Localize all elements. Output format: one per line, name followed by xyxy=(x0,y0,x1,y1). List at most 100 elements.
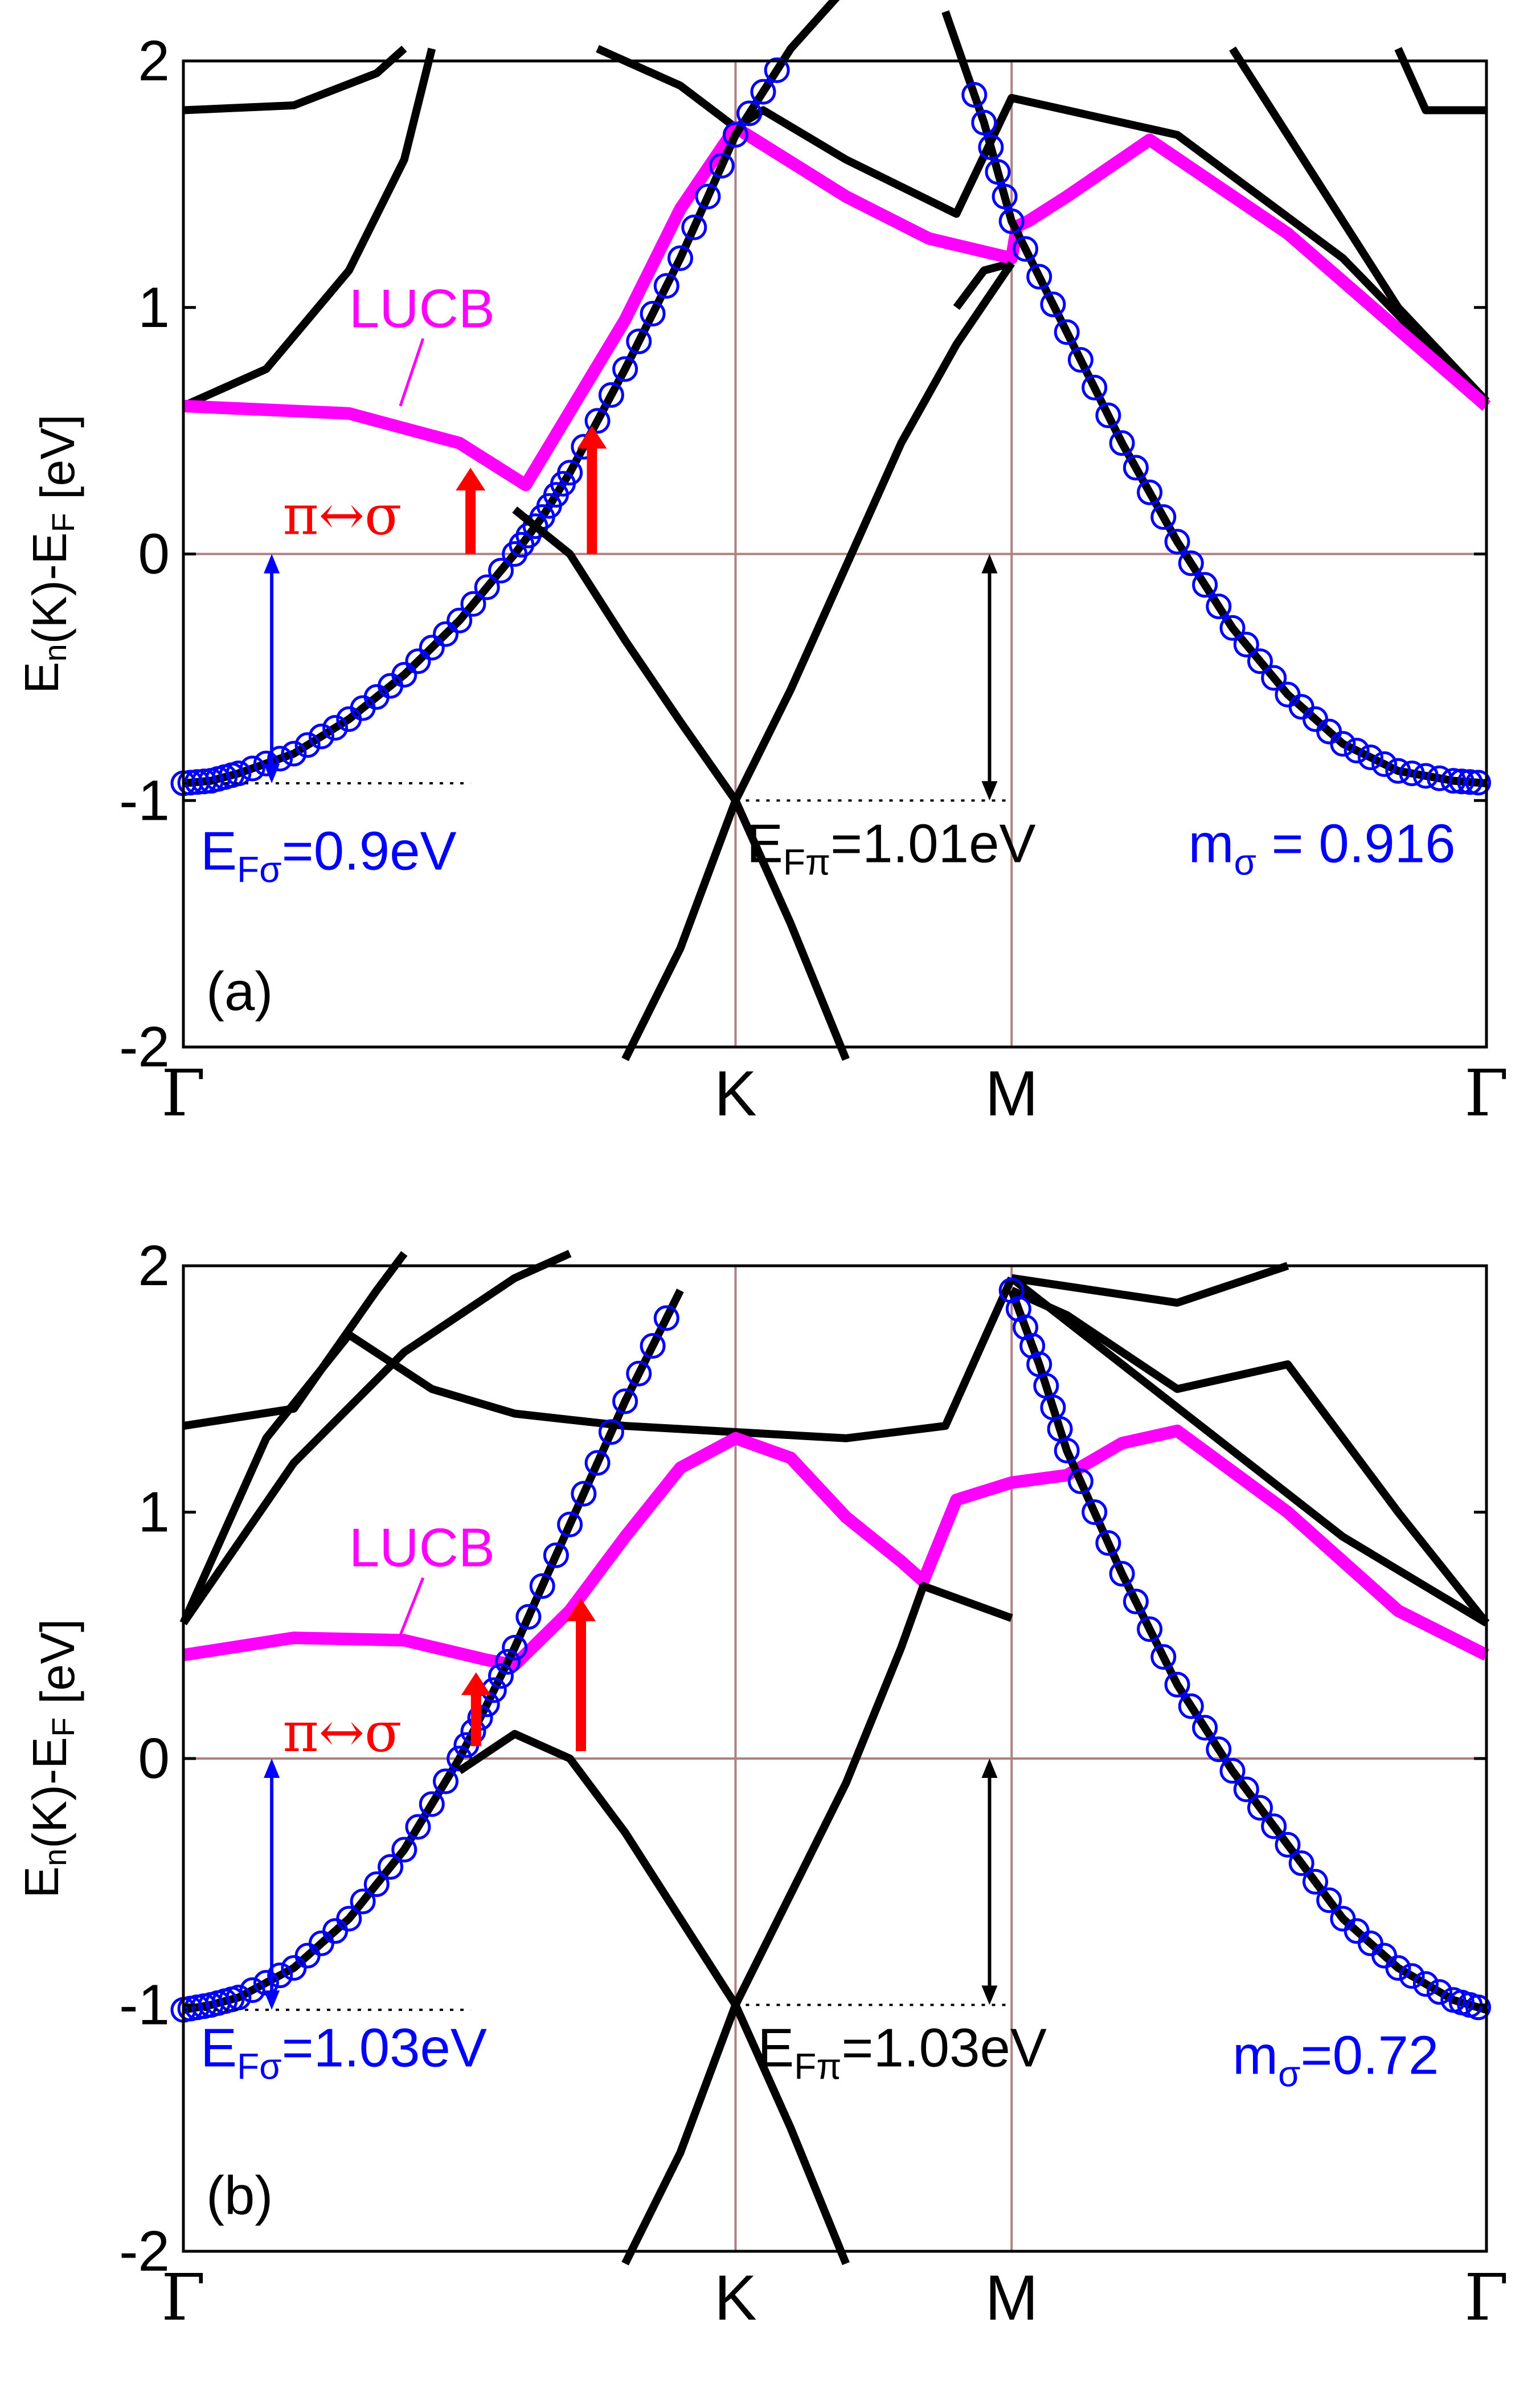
sigma-band-point xyxy=(1005,1296,1031,1322)
band-line xyxy=(1011,1262,1289,1307)
sigma-band-point xyxy=(1109,430,1135,456)
sigma-band-point xyxy=(764,57,790,83)
sigma-band-point xyxy=(998,208,1025,234)
ef-arrowhead xyxy=(981,781,998,801)
sigma-band-point xyxy=(502,1634,528,1661)
sigma-band-point xyxy=(1137,479,1163,505)
sigma-band-point xyxy=(1164,1671,1190,1698)
sigma-band-point xyxy=(695,183,721,210)
sigma-band-point xyxy=(640,301,666,327)
sigma-band-point xyxy=(626,1360,652,1387)
sigma-band-point xyxy=(405,1814,431,1840)
sigma-band-point xyxy=(584,408,611,434)
sigma-band-point xyxy=(1344,738,1370,764)
sigma-band-point xyxy=(1054,319,1080,345)
y-tick-label: -1 xyxy=(119,768,170,832)
sigma-band-point xyxy=(961,82,988,108)
sigma-band-point xyxy=(1150,504,1177,530)
sigma-band-point xyxy=(308,723,334,750)
sigma-band-point xyxy=(1123,455,1149,481)
sigma-band-point xyxy=(667,245,693,271)
ef-sigma-annotation: EFσ=1.03eV xyxy=(200,2018,487,2087)
kpoint-label: Γ xyxy=(1464,1057,1509,1131)
sigma-band-point xyxy=(1164,529,1190,555)
panel-a: -2 -1 0 1 2 En(K)-EF [eV] Γ K M Γ LUCB π↔σ EFσ=0.9eV… xyxy=(15,0,1509,1131)
sigma-band-point xyxy=(405,648,431,674)
sigma-band-point xyxy=(640,1333,666,1359)
sigma-band-point xyxy=(363,1871,390,1898)
sigma-band-point xyxy=(1054,1437,1080,1463)
sigma-band-point xyxy=(1288,1850,1314,1876)
sigma-band-point xyxy=(1109,1561,1135,1587)
sigma-band-point xyxy=(419,1791,445,1817)
sigma-band-point xyxy=(1303,1868,1328,1895)
sigma-band-point xyxy=(1192,572,1218,598)
ef-pi-annotation: EFπ=1.01eV xyxy=(747,813,1036,882)
sigma-band-point xyxy=(433,621,458,647)
sigma-band-point xyxy=(1440,768,1467,794)
sigma-band-point xyxy=(378,1854,404,1880)
transition-label: π↔σ xyxy=(283,484,402,547)
sigma-band-point xyxy=(653,1305,679,1331)
sigma-band-line xyxy=(183,0,840,787)
sigma-band-point xyxy=(239,1977,265,2003)
sigma-band-point xyxy=(239,755,265,782)
y-tick-label: 0 xyxy=(138,522,170,586)
ef-arrowhead xyxy=(264,1759,280,1778)
lucb-pointer xyxy=(399,1577,425,1636)
sigma-band-point xyxy=(226,760,252,787)
sigma-band-point xyxy=(433,1768,458,1794)
ef-arrowhead xyxy=(264,1990,280,2010)
sigma-band-point xyxy=(226,1985,252,2010)
sigma-band-point xyxy=(1219,1758,1246,1784)
sigma-band-point xyxy=(612,1388,638,1414)
m-sigma-annotation: mσ=0.72 xyxy=(1232,2025,1439,2095)
sigma-band-point xyxy=(598,1419,624,1445)
kpoint-label: K xyxy=(714,1058,757,1129)
lucb-label: LUCB xyxy=(349,278,495,339)
sigma-band-point xyxy=(1137,1616,1163,1642)
sigma-band-point xyxy=(460,591,486,617)
sigma-band-point xyxy=(1261,1813,1287,1839)
sigma-band-point xyxy=(1123,1588,1149,1614)
sigma-band-point xyxy=(1427,1979,1453,2005)
sigma-band-point xyxy=(336,1906,362,1932)
sigma-band-point xyxy=(1412,1971,1439,1997)
sigma-band-point xyxy=(1026,264,1052,290)
sigma-band-point xyxy=(1465,1994,1491,2021)
sigma-band-point xyxy=(1067,1468,1093,1494)
sigma-band-point xyxy=(267,1962,293,1989)
band-line xyxy=(180,1250,572,1626)
sigma-band-point xyxy=(1465,770,1491,796)
sigma-band-point xyxy=(447,607,473,633)
sigma-band-point xyxy=(1385,758,1411,784)
sigma-band-point xyxy=(723,122,748,148)
sigma-band-point xyxy=(1275,1831,1301,1858)
kpoint-label: M xyxy=(985,2262,1038,2333)
sigma-band-point xyxy=(474,574,500,600)
sigma-band-point xyxy=(750,79,776,105)
sigma-band-point xyxy=(1082,374,1108,400)
band-line xyxy=(1229,46,1490,404)
sigma-band-point xyxy=(557,460,583,486)
kpoint-label: Γ xyxy=(1464,2261,1509,2335)
y-tick-label: 2 xyxy=(138,1234,170,1298)
sigma-band-point xyxy=(529,1573,555,1599)
band-line xyxy=(179,1276,1015,1625)
sigma-band-point xyxy=(1095,1530,1121,1556)
kpoint-label: M xyxy=(985,1058,1038,1129)
ef-arrowhead xyxy=(264,763,280,783)
sigma-band-point xyxy=(1192,1715,1218,1741)
y-tick-label: -2 xyxy=(119,1015,170,1079)
m-sigma-annotation: mσ = 0.916 xyxy=(1188,813,1455,882)
band-line xyxy=(953,259,1013,310)
sigma-band-point xyxy=(1082,1499,1108,1525)
sigma-band-point xyxy=(653,273,679,299)
y-tick-label: 1 xyxy=(138,276,170,340)
lucb-label: LUCB xyxy=(349,1518,495,1579)
kpoint-label: K xyxy=(714,2262,757,2333)
sigma-band-point xyxy=(1371,751,1398,777)
y-tick-label: -2 xyxy=(119,2219,170,2283)
sigma-band-point xyxy=(1385,1955,1411,1981)
